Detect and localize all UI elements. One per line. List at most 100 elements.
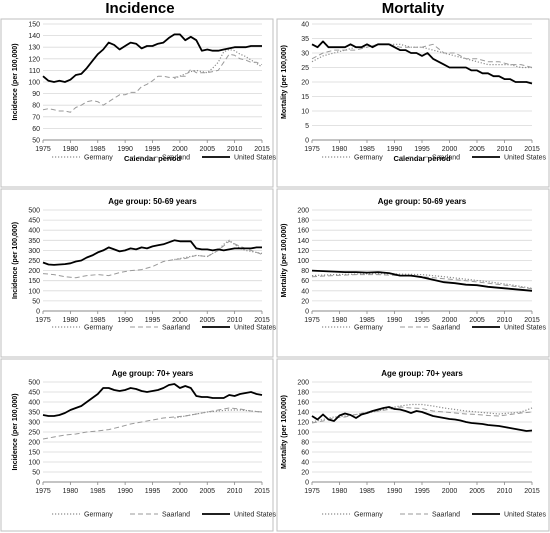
y-tick-label: 150 bbox=[28, 22, 40, 29]
series-line-united-states bbox=[311, 269, 533, 292]
mortality-title: Mortality bbox=[381, 0, 445, 17]
y-tick-label: 140 bbox=[297, 238, 309, 245]
y-tick-label: 150 bbox=[28, 450, 40, 457]
x-tick-label: 1980 bbox=[63, 488, 79, 495]
y-tick-label: 100 bbox=[28, 80, 40, 87]
legend-label-united-states: United States bbox=[234, 155, 277, 162]
x-tick-label: 1985 bbox=[359, 317, 375, 324]
x-tick-label: 1990 bbox=[387, 317, 403, 324]
y-tick-label: 60 bbox=[301, 278, 309, 285]
y-tick-label: 120 bbox=[28, 56, 40, 63]
legend-label-united-states: United States bbox=[504, 155, 547, 162]
x-tick-label: 1985 bbox=[90, 488, 106, 495]
chart-inc_70: 0 50 100 150 200 250 300 350 400 450 500 1975 1980 19… bbox=[12, 369, 277, 519]
y-tick-label: 100 bbox=[28, 288, 40, 295]
x-tick-label: 1995 bbox=[414, 317, 430, 324]
y-tick-label: 90 bbox=[32, 91, 40, 98]
panel-title: Age group: 50-69 years bbox=[378, 197, 467, 206]
x-tick-label: 2005 bbox=[469, 317, 485, 324]
x-tick-label: 2000 bbox=[442, 488, 458, 495]
y-tick-label: 150 bbox=[28, 278, 40, 285]
y-tick-label: 450 bbox=[28, 218, 40, 225]
legend-label-united-states: United States bbox=[234, 512, 277, 519]
y-tick-label: 100 bbox=[297, 258, 309, 265]
y-tick-label: 120 bbox=[297, 420, 309, 427]
legend-label-united-states: United States bbox=[234, 325, 277, 332]
y-tick-label: 180 bbox=[297, 390, 309, 397]
x-tick-label: 2010 bbox=[227, 488, 243, 495]
series-line-united-states bbox=[42, 33, 262, 83]
y-tick-label: 130 bbox=[28, 45, 40, 52]
x-tick-label: 1980 bbox=[63, 317, 79, 324]
x-tick-label: 1990 bbox=[387, 488, 403, 495]
series-line-germany bbox=[311, 273, 533, 289]
x-tick-label: 1975 bbox=[35, 317, 51, 324]
legend-label-germany: Germany bbox=[84, 325, 113, 332]
y-tick-label: 80 bbox=[32, 103, 40, 110]
legend-label-saarland: Saarland bbox=[432, 512, 460, 519]
panel-title: Age group: 70+ years bbox=[112, 369, 194, 378]
series-line-saarland bbox=[311, 406, 533, 424]
y-tick-label: 300 bbox=[28, 248, 40, 255]
y-tick-label: 400 bbox=[28, 228, 40, 235]
x-tick-label: 1995 bbox=[414, 146, 430, 153]
x-tick-label: 1985 bbox=[359, 488, 375, 495]
y-axis-label: Incidence (per 100,000) bbox=[12, 222, 19, 299]
y-tick-label: 0 bbox=[36, 480, 40, 487]
legend-label-saarland: Saarland bbox=[162, 155, 190, 162]
x-tick-label: 2015 bbox=[254, 146, 270, 153]
y-tick-label: 0 bbox=[305, 138, 309, 145]
legend-label-germany: Germany bbox=[354, 512, 383, 519]
x-tick-label: 2000 bbox=[172, 317, 188, 324]
x-tick-label: 1980 bbox=[332, 488, 348, 495]
y-tick-label: 140 bbox=[297, 410, 309, 417]
x-tick-label: 1975 bbox=[35, 488, 51, 495]
x-tick-label: 2015 bbox=[254, 488, 270, 495]
chart-inc_5069: 0 50 100 150 200 250 300 350 400 450 500 1975 1980 19… bbox=[12, 197, 277, 332]
y-tick-label: 5 bbox=[305, 123, 309, 130]
y-axis-label: Mortality (per 100,000) bbox=[281, 45, 288, 119]
y-tick-label: 500 bbox=[28, 380, 40, 387]
panel-frame-4 bbox=[276, 188, 550, 358]
legend-label-united-states: United States bbox=[504, 325, 547, 332]
series-line-germany bbox=[311, 403, 533, 423]
y-tick-label: 50 bbox=[32, 138, 40, 145]
y-tick-label: 50 bbox=[32, 298, 40, 305]
y-axis-label: Incidence (per 100,000) bbox=[12, 43, 19, 120]
y-tick-label: 25 bbox=[301, 65, 309, 72]
x-tick-label: 1980 bbox=[332, 146, 348, 153]
x-tick-label: 2010 bbox=[497, 488, 513, 495]
x-tick-label: 2015 bbox=[524, 488, 540, 495]
series-line-saarland bbox=[311, 274, 533, 290]
y-tick-label: 300 bbox=[28, 420, 40, 427]
y-tick-label: 500 bbox=[28, 208, 40, 215]
y-tick-label: 0 bbox=[305, 480, 309, 487]
y-tick-label: 400 bbox=[28, 400, 40, 407]
panel-frame-2 bbox=[276, 18, 550, 188]
x-tick-label: 1985 bbox=[359, 146, 375, 153]
y-tick-label: 200 bbox=[297, 380, 309, 387]
x-tick-label: 2005 bbox=[199, 488, 215, 495]
y-tick-label: 200 bbox=[28, 440, 40, 447]
y-tick-label: 20 bbox=[301, 80, 309, 87]
y-tick-label: 350 bbox=[28, 410, 40, 417]
x-tick-label: 1990 bbox=[387, 146, 403, 153]
incidence-title: Incidence bbox=[105, 0, 175, 17]
chart-inc_all: 50 60 70 80 90 100 110 120 130 140 150 1975 1980 1985… bbox=[12, 22, 277, 164]
legend-label-saarland: Saarland bbox=[432, 155, 460, 162]
x-tick-label: 1975 bbox=[35, 146, 51, 153]
series-line-united-states bbox=[311, 40, 533, 85]
y-tick-label: 450 bbox=[28, 390, 40, 397]
chart-mort_all: 0 5 10 15 20 25 30 35 40 1975 1980 1985 1990 1995 2000… bbox=[281, 22, 547, 164]
x-tick-label: 2010 bbox=[227, 317, 243, 324]
series-line-united-states bbox=[42, 383, 263, 417]
legend-label-germany: Germany bbox=[84, 155, 113, 162]
x-tick-label: 1995 bbox=[414, 488, 430, 495]
x-tick-label: 1975 bbox=[304, 317, 320, 324]
y-axis-label: Mortality (per 100,000) bbox=[281, 224, 288, 298]
legend-label-germany: Germany bbox=[354, 325, 383, 332]
x-tick-label: 1985 bbox=[90, 317, 106, 324]
series-line-united-states bbox=[311, 406, 533, 432]
y-tick-label: 10 bbox=[301, 109, 309, 116]
chart-mort_70: 0 20 40 60 80 100 120 140 160 180 200 1975 1980 1985 1… bbox=[281, 369, 547, 519]
